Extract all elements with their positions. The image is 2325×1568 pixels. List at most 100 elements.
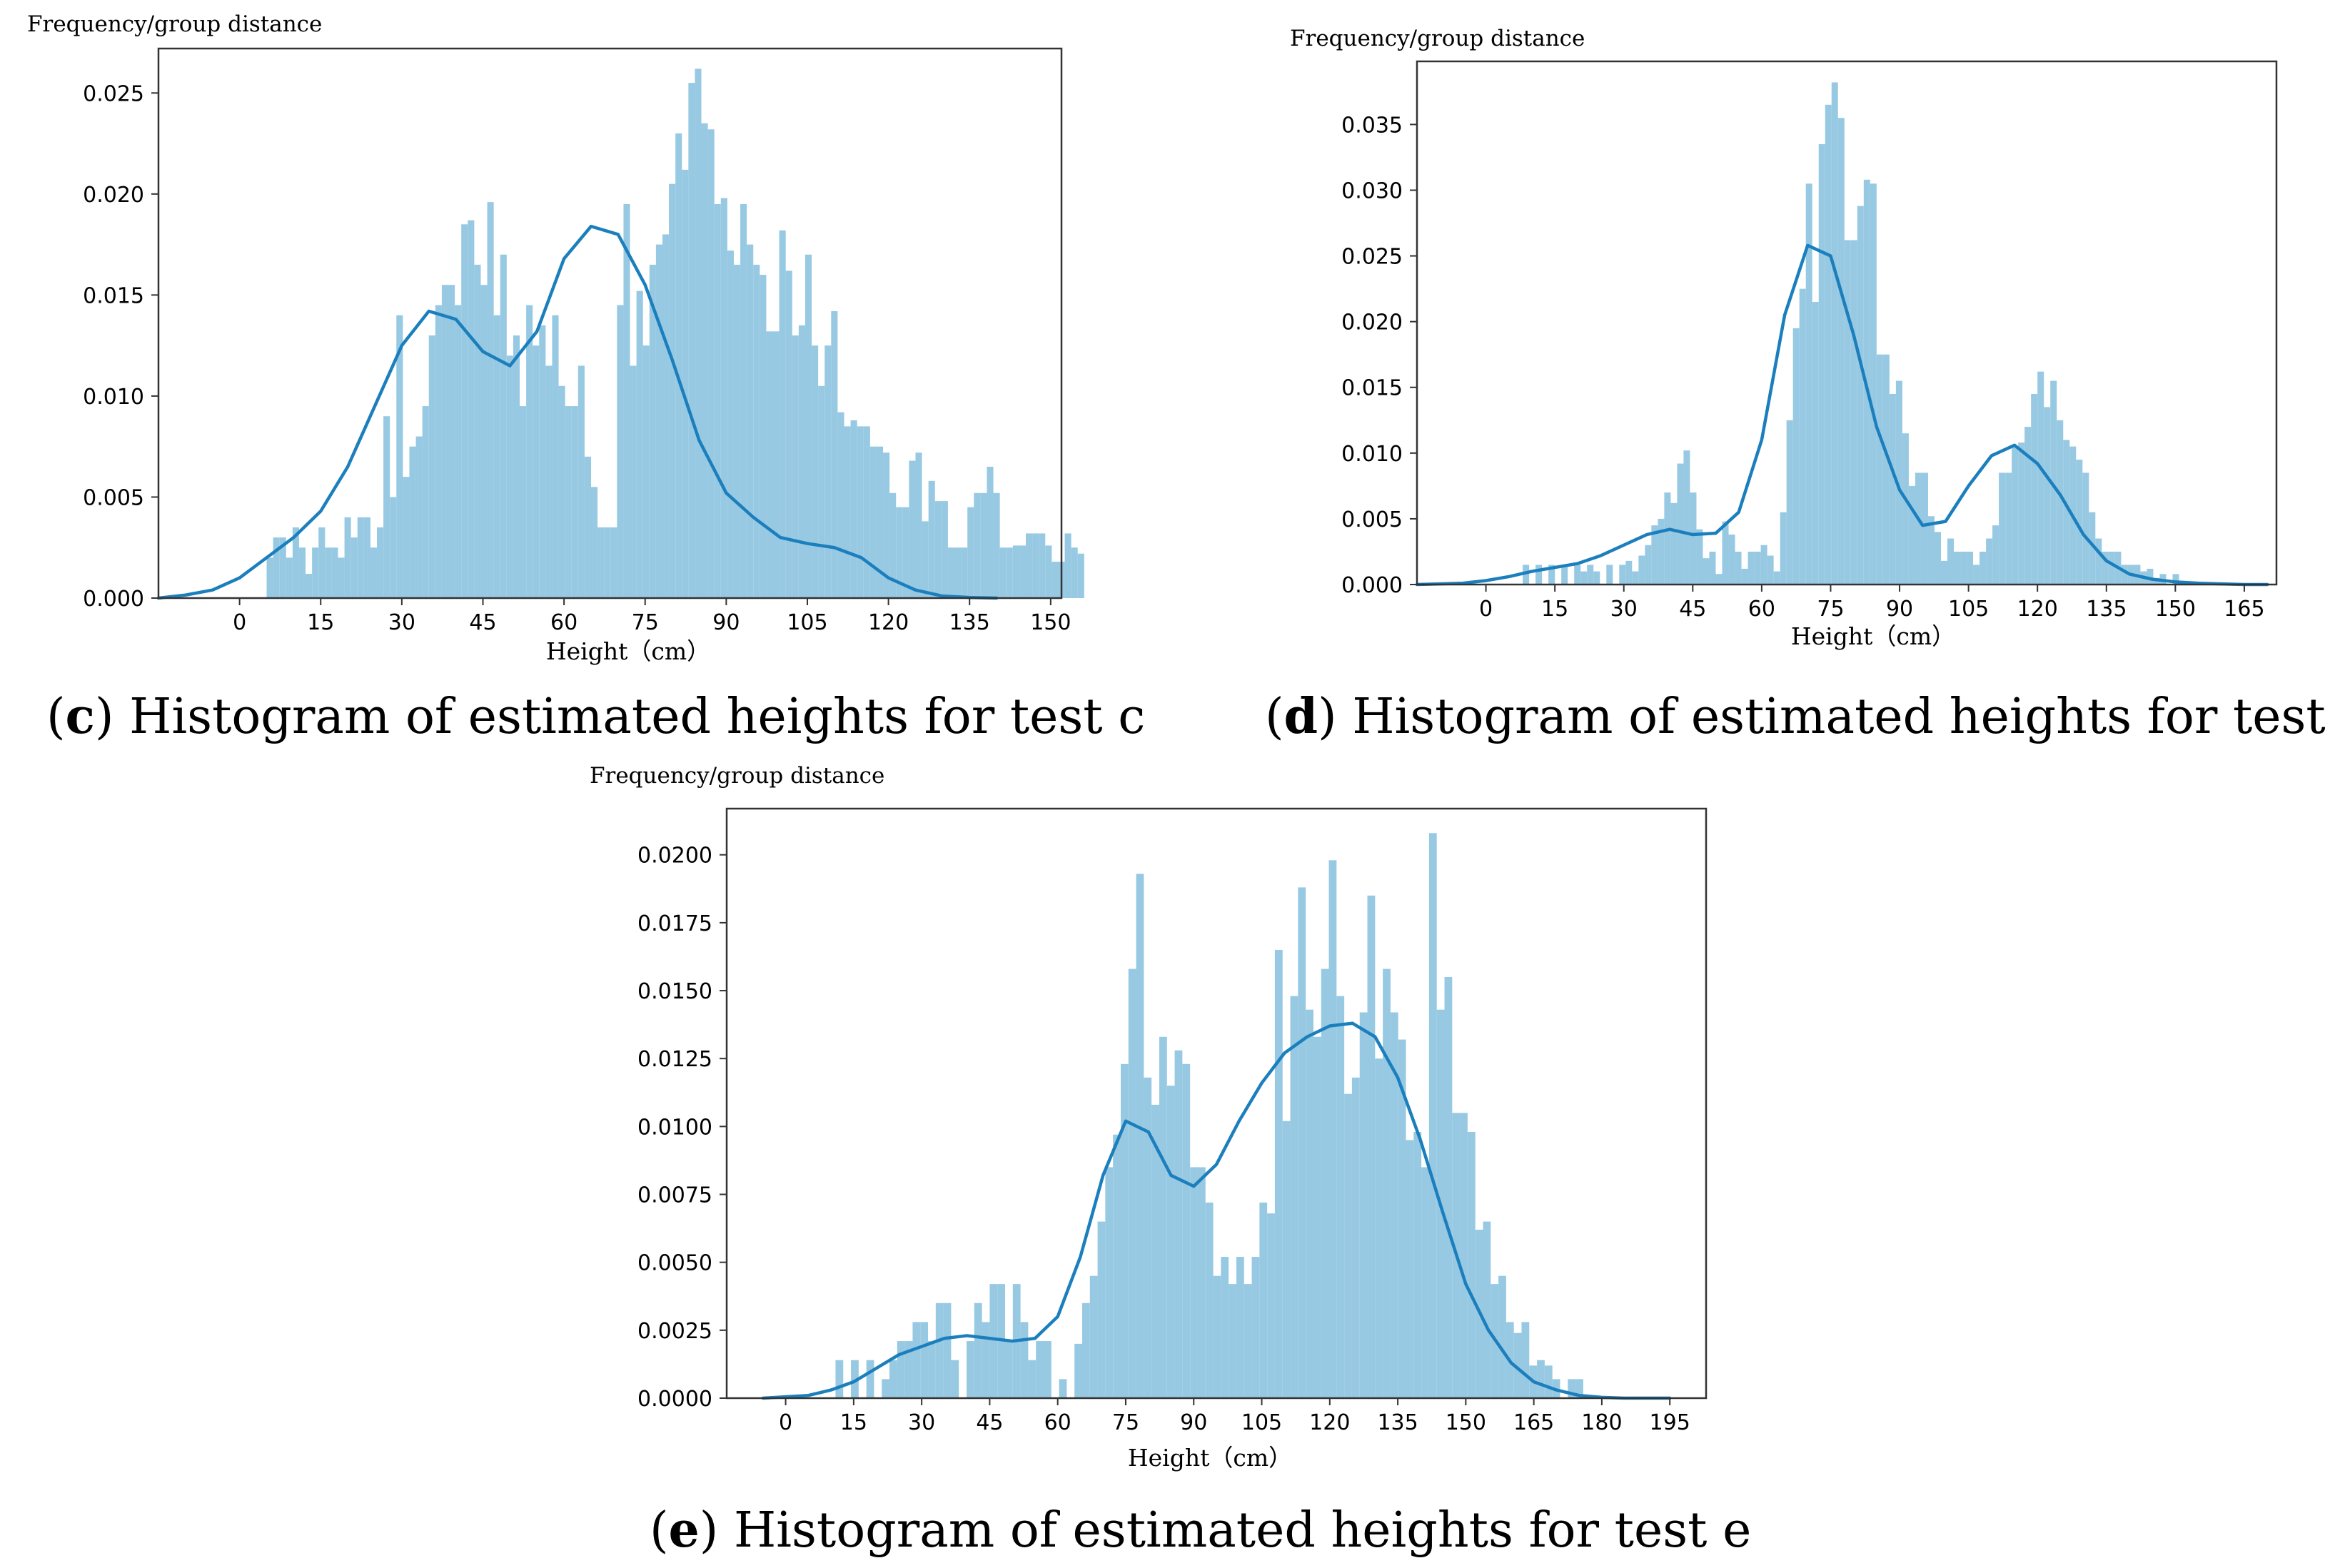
histogram-bar [1593, 571, 1600, 585]
histogram-bar [1351, 1077, 1360, 1398]
histogram-bar [1606, 565, 1613, 585]
histogram-bar [1895, 380, 1902, 585]
histogram-bar [2012, 446, 2019, 585]
histogram-bar [1837, 118, 1845, 585]
y-tick-label: 0.030 [1341, 178, 1403, 203]
panel-d-ylabel: Frequency/group distance [1290, 26, 1585, 51]
histogram-bar [1375, 1058, 1383, 1398]
panel-e-caption: (e) Histogram of estimated heights for t… [650, 1502, 1751, 1559]
histogram-bar [909, 460, 916, 598]
x-tick-label: 165 [2224, 597, 2264, 622]
histogram-bar [993, 492, 1000, 598]
panel-d-xlabel: Height（cm） [1791, 622, 1955, 650]
y-tick-label: 0.0200 [637, 844, 712, 869]
histogram-bar [1113, 1134, 1121, 1398]
histogram-bar [441, 285, 449, 598]
histogram-bar [812, 345, 819, 598]
histogram-bar [1005, 1341, 1013, 1398]
histogram-bar [760, 275, 767, 598]
histogram-bar [1921, 472, 1928, 585]
histogram-bar [377, 527, 384, 598]
histogram-bar [1144, 1077, 1152, 1398]
histogram-bar [506, 355, 513, 598]
y-tick-label: 0.025 [1341, 245, 1403, 270]
histogram-bar [1413, 1131, 1422, 1398]
histogram-bar [779, 230, 786, 598]
x-tick-label: 45 [1679, 597, 1706, 622]
histogram-bar [982, 1322, 990, 1398]
histogram-bar [370, 547, 378, 598]
histogram-bars [266, 69, 1084, 599]
histogram-bar [2172, 574, 2179, 585]
histogram-bar [1805, 183, 1812, 585]
histogram-bar [461, 224, 468, 598]
histogram-bar [338, 557, 345, 598]
panel-c-caption: (c) Histogram of estimated heights for t… [46, 688, 1145, 745]
x-tick-label: 45 [469, 610, 496, 635]
histogram-bar [1444, 977, 1453, 1398]
histogram-bar [889, 492, 897, 598]
x-tick-label: 90 [712, 610, 740, 635]
plot-frame [1416, 60, 2278, 586]
histogram-bar [850, 420, 857, 598]
histogram-bar [1229, 1284, 1236, 1398]
histogram-bar [520, 406, 527, 598]
y-tick-label: 0.005 [1341, 507, 1403, 532]
histogram-bar [1850, 240, 1857, 585]
histogram-bar [1999, 472, 2006, 585]
x-tick-label: 75 [632, 610, 659, 635]
x-tick-label: 15 [307, 610, 334, 635]
plot-frame [157, 47, 1063, 600]
histogram-bar [493, 315, 500, 598]
histogram-bar [1664, 492, 1671, 585]
x-tick-label: 0 [233, 610, 246, 635]
histogram-bar [987, 466, 994, 598]
histogram-bar [747, 244, 754, 598]
histogram-bar [1561, 565, 1568, 585]
histogram-bar [2102, 551, 2109, 585]
histogram-bar [1344, 1093, 1352, 1398]
x-tick-label: 135 [949, 610, 990, 635]
histogram-bar [920, 1322, 929, 1398]
histogram-bar [565, 406, 572, 598]
y-tick-label: 0.0025 [637, 1319, 712, 1344]
histogram-bar [974, 1303, 982, 1398]
histogram-bar [1221, 1257, 1229, 1398]
histogram-bar [866, 1360, 874, 1398]
histogram-bar [1026, 533, 1033, 598]
histogram-bar [1548, 565, 1555, 585]
x-tick-label: 0 [1479, 597, 1493, 622]
histogram-bar [306, 574, 313, 598]
x-tick-label: 150 [1030, 610, 1071, 635]
histogram-bar [1574, 565, 1581, 585]
histogram-bar [1940, 560, 1947, 585]
histogram-bar [1498, 1275, 1506, 1398]
histogram-bar [1754, 551, 1761, 585]
plot-frame [725, 807, 1708, 1400]
histogram-bar [396, 315, 403, 598]
histogram-bar [1575, 1379, 1583, 1398]
y-tick-label: 0.025 [83, 81, 144, 106]
histogram-bar [331, 547, 338, 598]
histogram-bar [675, 133, 682, 598]
histogram-bar [1934, 532, 1941, 585]
x-tick-label: 150 [2155, 597, 2196, 622]
histogram-bar [934, 501, 942, 598]
histogram-bar [1267, 1213, 1275, 1398]
histogram-bar [1077, 553, 1084, 598]
panel-e-caption-text: Histogram of estimated heights for test … [734, 1502, 1751, 1559]
histogram-bar [363, 517, 370, 598]
histogram-bar [1019, 545, 1027, 598]
histogram-bar [1406, 1140, 1414, 1398]
y-tick-label: 0.005 [83, 485, 144, 510]
histogram-bar [707, 129, 715, 599]
histogram-bar [415, 436, 423, 598]
histogram-bar [720, 198, 727, 598]
histogram-bar [1780, 512, 1787, 585]
histogram-bar [1632, 571, 1639, 585]
y-tick-label: 0.015 [1341, 376, 1403, 401]
histogram-bar [1773, 571, 1780, 585]
histogram-bar [1159, 1036, 1167, 1398]
histogram-bar [1812, 302, 1819, 585]
y-tick-label: 0.0050 [637, 1251, 712, 1276]
